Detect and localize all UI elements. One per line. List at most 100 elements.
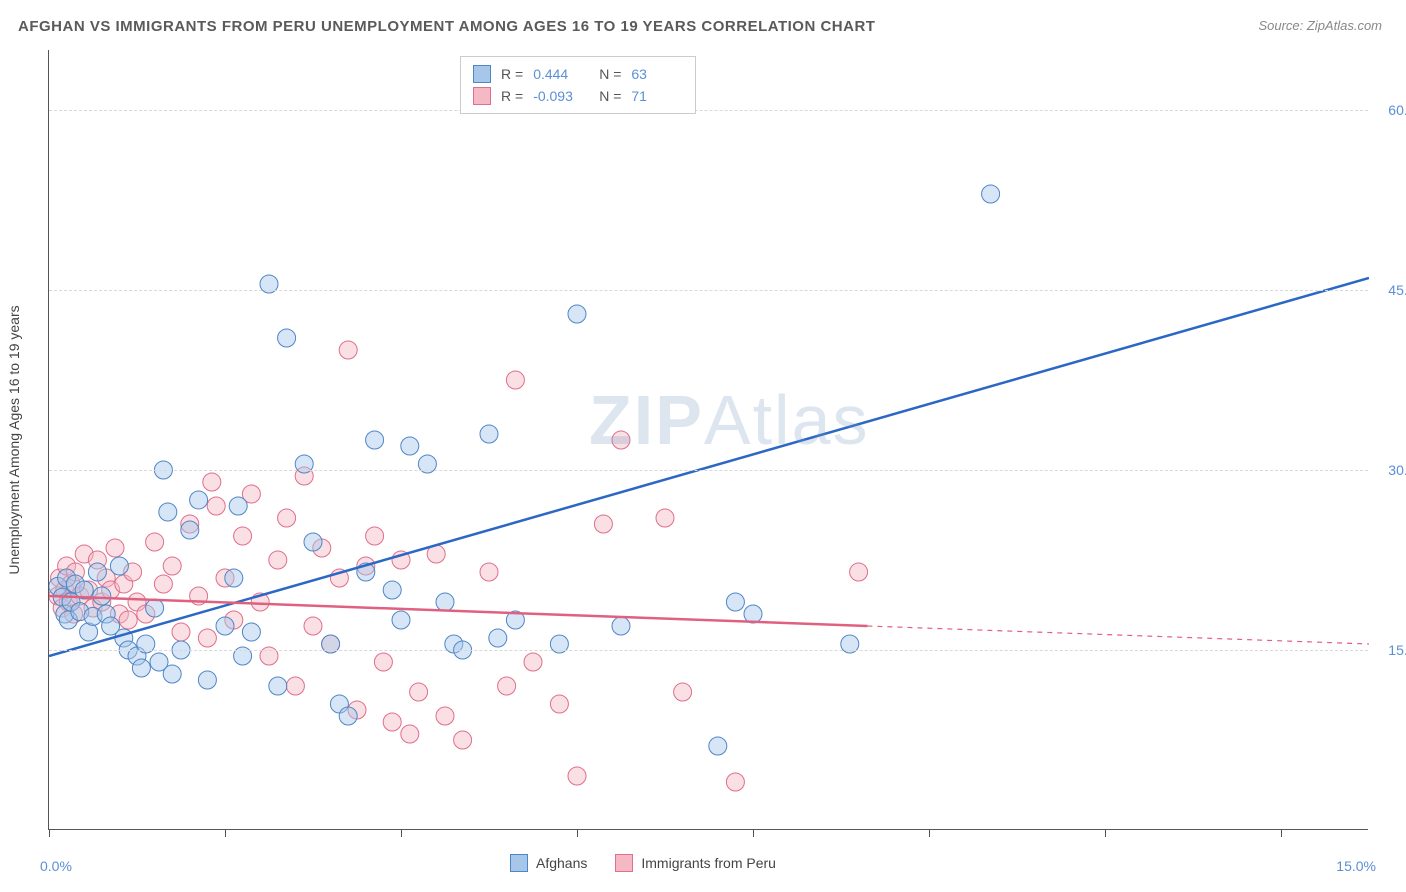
data-point [146, 599, 164, 617]
trend-line-dashed [867, 626, 1369, 644]
data-point [436, 593, 454, 611]
data-point [181, 521, 199, 539]
data-point [304, 617, 322, 635]
data-point [198, 671, 216, 689]
data-point [198, 629, 216, 647]
data-point [383, 581, 401, 599]
data-point [146, 533, 164, 551]
legend-n-peru: 71 [631, 85, 683, 107]
data-point [594, 515, 612, 533]
data-point [269, 551, 287, 569]
data-point [106, 539, 124, 557]
x-axis-label-min: 0.0% [40, 858, 72, 874]
chart-title: AFGHAN VS IMMIGRANTS FROM PERU UNEMPLOYM… [18, 18, 875, 35]
legend-n-label: N = [599, 63, 621, 85]
data-point [269, 677, 287, 695]
plot-area: 15.0%30.0%45.0%60.0% ZIPAtlas [48, 50, 1368, 830]
data-point [568, 767, 586, 785]
gridline [49, 650, 1368, 651]
legend-correlation: R = 0.444 N = 63 R = -0.093 N = 71 [460, 56, 696, 114]
data-point [110, 557, 128, 575]
data-point [190, 491, 208, 509]
legend-r-label: R = [501, 85, 523, 107]
data-point [278, 329, 296, 347]
y-tick-label: 15.0% [1388, 642, 1406, 658]
gridline [49, 290, 1368, 291]
data-point [498, 677, 516, 695]
data-point [207, 497, 225, 515]
data-point [392, 611, 410, 629]
swatch-afghans [473, 65, 491, 83]
swatch-afghans-bottom [510, 854, 528, 872]
data-point [401, 437, 419, 455]
scatter-svg [49, 50, 1369, 830]
data-point [234, 527, 252, 545]
data-point [568, 305, 586, 323]
data-point [480, 425, 498, 443]
legend-r-peru: -0.093 [533, 85, 585, 107]
data-point [656, 509, 674, 527]
data-point [709, 737, 727, 755]
data-point [242, 623, 260, 641]
data-point [132, 659, 150, 677]
x-tick [929, 829, 930, 837]
gridline [49, 110, 1368, 111]
swatch-peru [473, 87, 491, 105]
data-point [524, 653, 542, 671]
legend-series: Afghans Immigrants from Peru [510, 854, 776, 872]
data-point [203, 473, 221, 491]
gridline [49, 470, 1368, 471]
x-tick [1105, 829, 1106, 837]
data-point [401, 725, 419, 743]
legend-label-afghans: Afghans [536, 855, 587, 871]
swatch-peru-bottom [615, 854, 633, 872]
legend-n-label: N = [599, 85, 621, 107]
data-point [506, 371, 524, 389]
data-point [286, 677, 304, 695]
data-point [366, 431, 384, 449]
y-tick-label: 45.0% [1388, 282, 1406, 298]
trend-line [49, 278, 1369, 656]
data-point [339, 707, 357, 725]
data-point [93, 587, 111, 605]
data-point [410, 683, 428, 701]
data-point [119, 611, 137, 629]
legend-r-afghans: 0.444 [533, 63, 585, 85]
data-point [612, 431, 630, 449]
data-point [454, 731, 472, 749]
data-point [88, 563, 106, 581]
x-tick [49, 829, 50, 837]
data-point [726, 773, 744, 791]
data-point [366, 527, 384, 545]
data-point [480, 563, 498, 581]
data-point [163, 557, 181, 575]
x-tick [753, 829, 754, 837]
x-axis-label-max: 15.0% [1336, 858, 1376, 874]
data-point [304, 533, 322, 551]
data-point [383, 713, 401, 731]
y-tick-label: 30.0% [1388, 462, 1406, 478]
data-point [374, 653, 392, 671]
data-point [229, 497, 247, 515]
data-point [726, 593, 744, 611]
legend-r-label: R = [501, 63, 523, 85]
x-tick [225, 829, 226, 837]
data-point [550, 695, 568, 713]
data-point [278, 509, 296, 527]
data-point [225, 569, 243, 587]
data-point [489, 629, 507, 647]
data-point [154, 575, 172, 593]
chart-container: AFGHAN VS IMMIGRANTS FROM PERU UNEMPLOYM… [0, 0, 1406, 892]
data-point [159, 503, 177, 521]
x-tick [1281, 829, 1282, 837]
data-point [216, 617, 234, 635]
legend-item-afghans: Afghans [510, 854, 587, 872]
legend-label-peru: Immigrants from Peru [641, 855, 776, 871]
data-point [436, 707, 454, 725]
y-axis-label: Unemployment Among Ages 16 to 19 years [6, 305, 22, 574]
data-point [612, 617, 630, 635]
x-tick [401, 829, 402, 837]
data-point [744, 605, 762, 623]
source-label: Source: ZipAtlas.com [1258, 18, 1382, 33]
data-point [172, 623, 190, 641]
